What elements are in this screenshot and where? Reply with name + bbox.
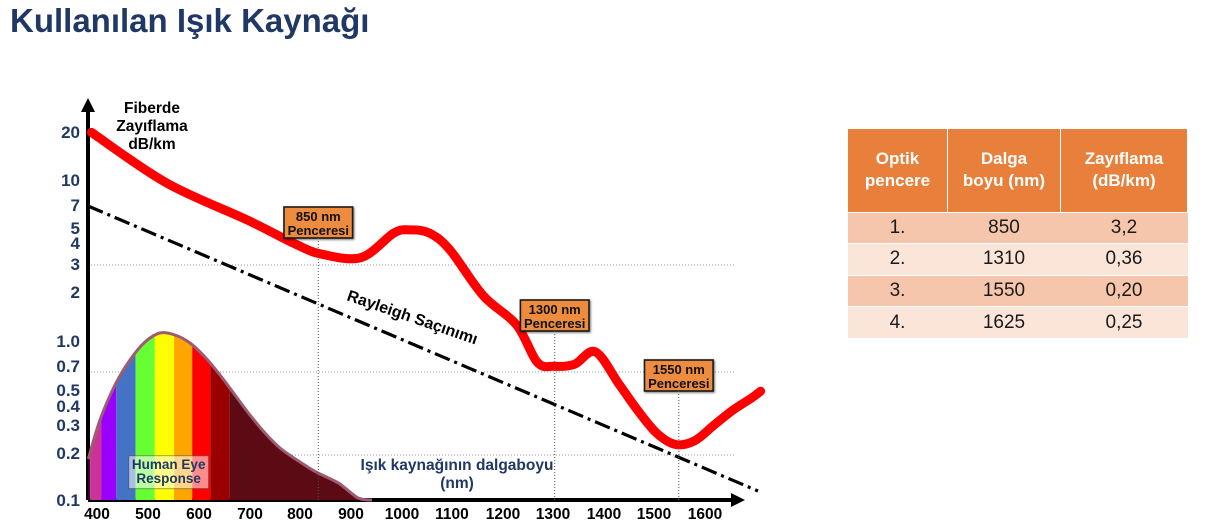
svg-text:1600: 1600 xyxy=(688,506,722,523)
svg-text:800: 800 xyxy=(287,506,313,523)
svg-text:Response: Response xyxy=(136,471,201,486)
svg-text:1500: 1500 xyxy=(637,506,671,523)
svg-text:0.3: 0.3 xyxy=(56,416,80,435)
svg-text:1300 nm: 1300 nm xyxy=(529,302,581,317)
svg-text:Rayleigh Saçınımı: Rayleigh Saçınımı xyxy=(345,288,480,349)
svg-text:500: 500 xyxy=(135,506,161,523)
svg-text:1300: 1300 xyxy=(536,506,570,523)
svg-text:1550 nm: 1550 nm xyxy=(653,362,705,377)
svg-text:Işık kaynağının dalgaboyu: Işık kaynağının dalgaboyu xyxy=(361,457,554,474)
svg-text:Human Eye: Human Eye xyxy=(132,457,206,472)
svg-text:1000: 1000 xyxy=(385,506,419,523)
svg-text:400: 400 xyxy=(84,506,110,523)
svg-text:10: 10 xyxy=(61,171,80,190)
svg-text:Fiberde: Fiberde xyxy=(124,100,180,117)
svg-text:0.7: 0.7 xyxy=(56,357,80,376)
svg-text:Penceresi: Penceresi xyxy=(288,223,349,238)
svg-text:Penceresi: Penceresi xyxy=(524,316,585,331)
svg-text:4: 4 xyxy=(71,234,81,253)
svg-text:Zayıflama: Zayıflama xyxy=(116,118,188,135)
svg-text:2: 2 xyxy=(71,283,80,302)
svg-text:dB/km: dB/km xyxy=(128,136,175,153)
svg-text:1400: 1400 xyxy=(587,506,621,523)
svg-text:0.1: 0.1 xyxy=(56,491,80,510)
svg-text:20: 20 xyxy=(61,123,80,142)
svg-text:1100: 1100 xyxy=(435,506,469,523)
svg-text:600: 600 xyxy=(186,506,212,523)
svg-text:0.4: 0.4 xyxy=(56,397,80,416)
svg-text:700: 700 xyxy=(237,506,263,523)
svg-text:900: 900 xyxy=(338,506,364,523)
svg-text:0.2: 0.2 xyxy=(56,444,80,463)
svg-text:Penceresi: Penceresi xyxy=(648,376,709,391)
svg-text:3: 3 xyxy=(71,255,80,274)
svg-text:1.0: 1.0 xyxy=(56,332,80,351)
svg-text:1200: 1200 xyxy=(486,506,520,523)
svg-text:7: 7 xyxy=(71,196,80,215)
svg-text:(nm): (nm) xyxy=(440,475,474,492)
svg-text:850 nm: 850 nm xyxy=(296,209,341,224)
